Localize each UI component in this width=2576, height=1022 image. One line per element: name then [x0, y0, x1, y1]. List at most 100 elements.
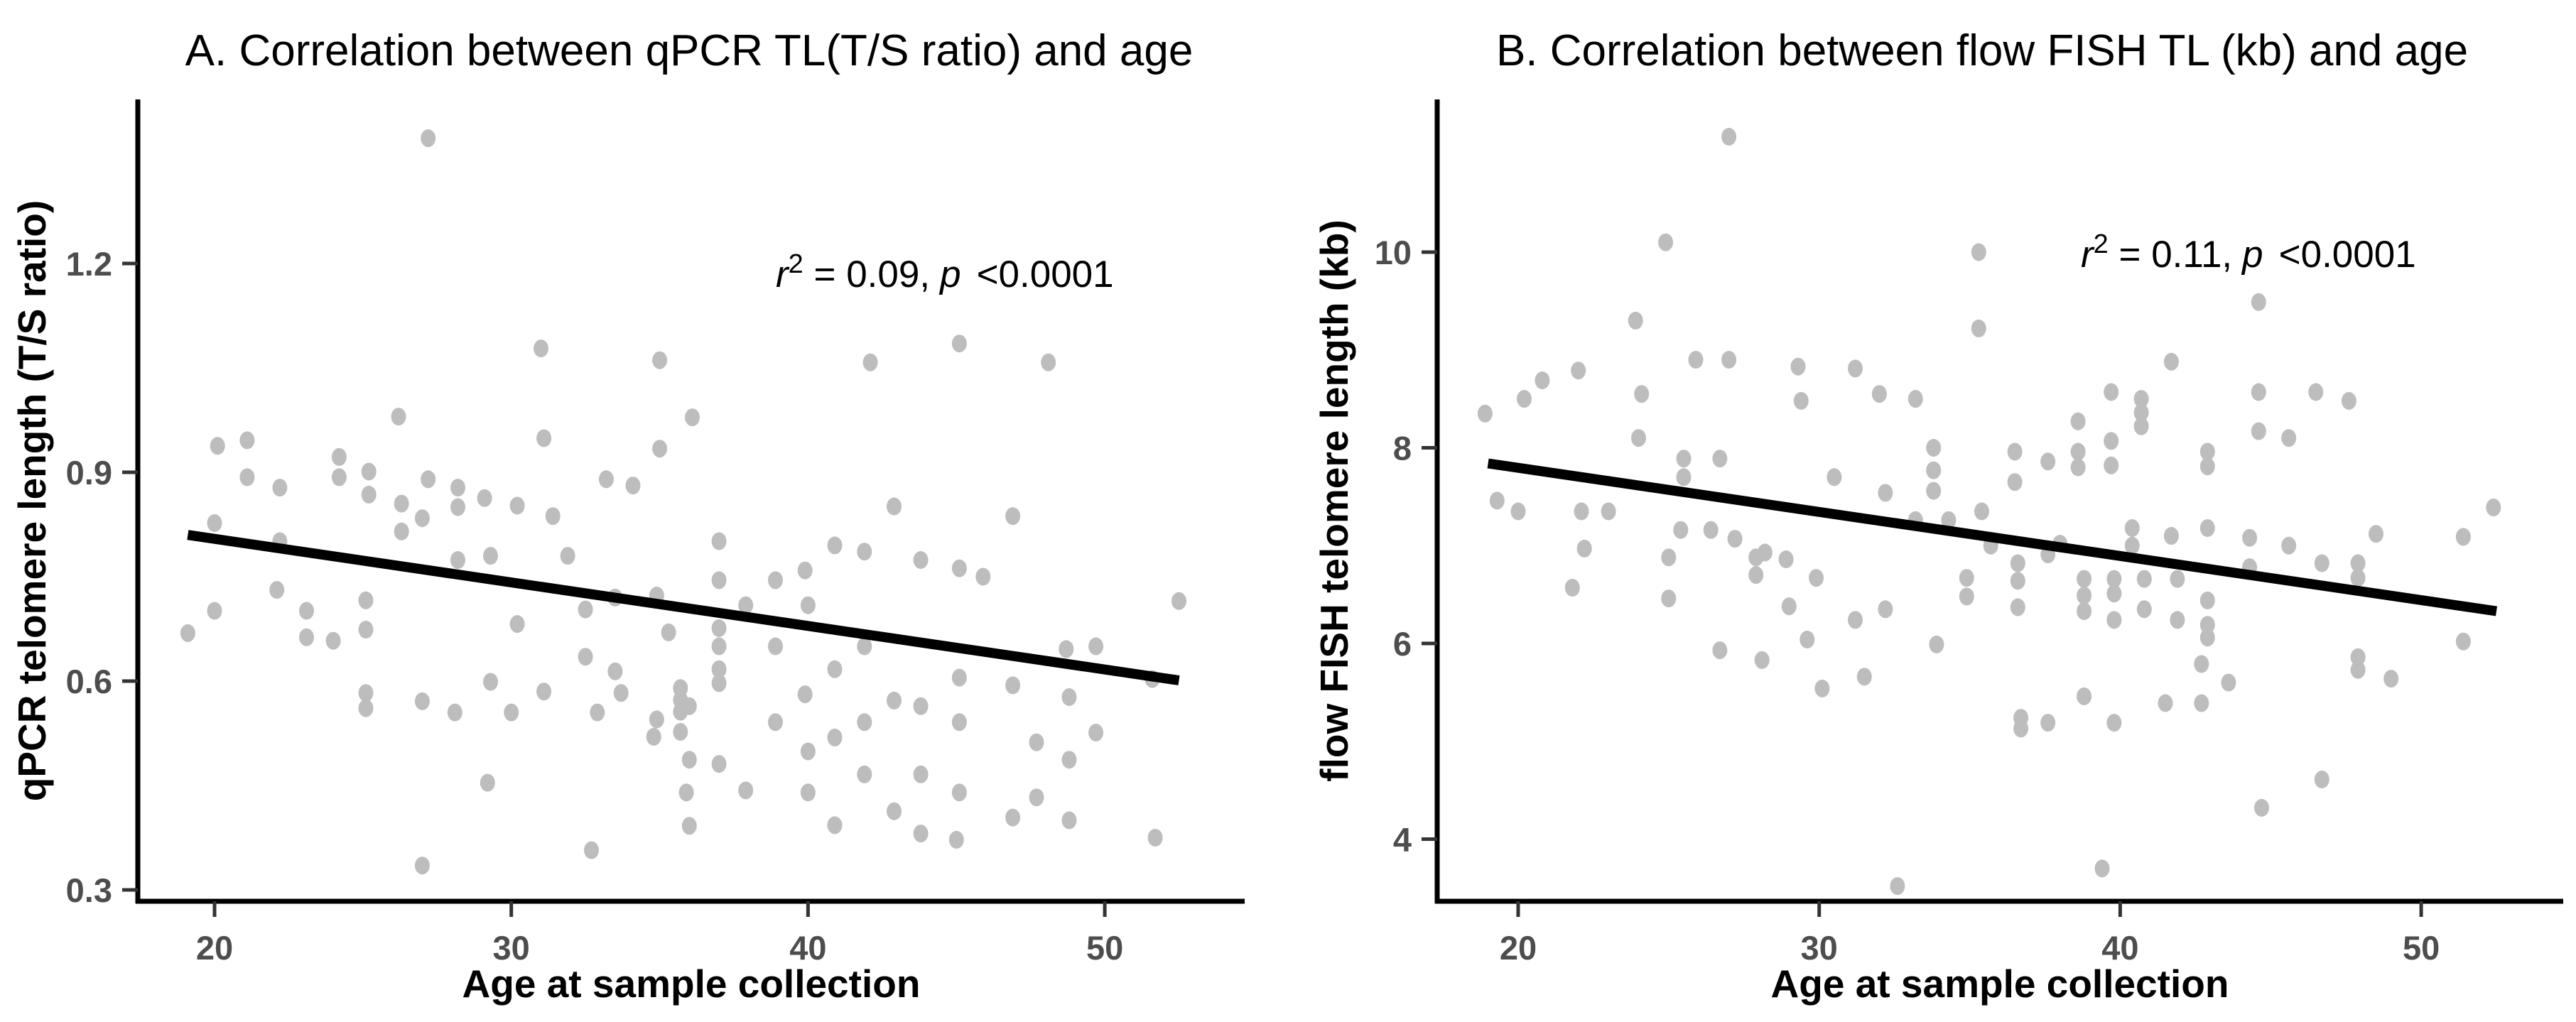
data-point	[1088, 637, 1104, 656]
data-point	[2133, 417, 2149, 435]
scatter-points	[1477, 128, 2501, 896]
data-point	[450, 479, 465, 497]
y-tick-label: 1.2	[66, 245, 112, 283]
data-point	[534, 339, 548, 358]
data-point	[649, 710, 664, 729]
panel-b-ylabel: flow FISH telomere length (kb)	[1312, 219, 1356, 781]
data-point	[2094, 859, 2110, 878]
data-point	[711, 637, 727, 656]
data-point	[646, 727, 661, 746]
data-point	[2010, 554, 2025, 572]
regression-line	[187, 530, 1180, 685]
data-point	[1574, 502, 1589, 521]
x-ticks: 20 30 40 50	[196, 901, 1123, 967]
data-point	[1061, 811, 1077, 830]
data-point	[800, 783, 816, 802]
data-point	[681, 697, 697, 715]
data-point	[2199, 629, 2215, 647]
panel-a-xlabel: Age at sample collection	[462, 962, 921, 1006]
data-point	[738, 781, 754, 800]
data-point	[951, 713, 967, 732]
data-point	[887, 691, 902, 710]
data-point	[1748, 548, 1764, 567]
data-point	[1517, 390, 1532, 408]
data-point	[1971, 243, 1986, 261]
data-point	[1688, 351, 1704, 369]
data-point	[685, 408, 700, 427]
data-point	[414, 692, 430, 710]
data-point	[2194, 694, 2209, 712]
data-point	[2455, 632, 2471, 651]
data-point	[711, 532, 727, 550]
data-point	[1661, 548, 1677, 567]
data-point	[2486, 499, 2501, 516]
data-point	[1941, 511, 1957, 529]
data-point	[2170, 611, 2185, 629]
data-point	[613, 684, 629, 702]
y-tick-label: 6	[1393, 625, 1412, 663]
data-point	[1971, 319, 1986, 337]
data-point	[180, 624, 195, 642]
data-point	[1631, 429, 1646, 447]
data-point	[711, 619, 727, 637]
data-point	[2070, 442, 2086, 461]
data-point	[1059, 640, 1074, 658]
data-point	[913, 825, 929, 843]
data-point	[1712, 450, 1728, 468]
data-point	[414, 509, 430, 528]
data-point	[483, 547, 498, 565]
data-point	[545, 507, 561, 526]
regression-line	[1487, 458, 2498, 616]
data-point	[2124, 519, 2140, 537]
axis-lines	[1434, 99, 2563, 904]
data-point	[1848, 359, 1863, 378]
data-point	[2199, 519, 2215, 537]
x-tick-label: 40	[2101, 929, 2138, 967]
data-point	[711, 755, 727, 773]
data-point	[1634, 385, 1650, 403]
data-point	[2106, 611, 2122, 629]
data-point	[975, 567, 991, 586]
x-tick-label: 30	[493, 929, 530, 967]
data-point	[2199, 442, 2215, 461]
data-point	[661, 623, 676, 641]
data-point	[299, 602, 314, 620]
data-point	[331, 447, 347, 466]
x-ticks: 20 30 40 50	[1500, 901, 2440, 967]
data-point	[1926, 482, 1942, 500]
x-tick-label: 50	[1086, 929, 1123, 967]
data-point	[827, 816, 843, 835]
y-ticks: 4 6 8 10	[1375, 234, 1437, 859]
data-point	[1959, 587, 1974, 606]
data-point	[1814, 679, 1830, 697]
data-point	[1793, 391, 1809, 410]
data-point	[2104, 432, 2119, 450]
data-point	[711, 660, 727, 678]
data-point	[681, 751, 697, 769]
data-point	[1890, 877, 1905, 896]
data-point	[2199, 457, 2215, 476]
data-point	[2104, 383, 2119, 401]
data-point	[1959, 569, 1974, 587]
data-point	[1029, 733, 1044, 751]
x-tick-label: 20	[1500, 929, 1537, 967]
data-point	[2106, 570, 2122, 588]
data-point	[358, 699, 374, 717]
data-point	[2350, 554, 2366, 572]
data-point	[948, 830, 964, 849]
data-point	[1721, 128, 1737, 146]
data-point	[2281, 536, 2297, 555]
data-point	[2106, 585, 2122, 603]
panel-a-annotation: r2 = 0.09, p <0.0001	[776, 249, 1114, 295]
data-point	[887, 497, 902, 516]
data-point	[2199, 616, 2215, 634]
data-point	[1041, 353, 1056, 371]
data-point	[2013, 719, 2029, 738]
data-point	[2106, 714, 2122, 732]
panel-a-title: A. Correlation between qPCR TL(T/S ratio…	[185, 26, 1194, 75]
data-point	[560, 547, 575, 565]
data-point	[509, 496, 525, 515]
data-point	[607, 662, 623, 680]
data-point	[1005, 676, 1021, 695]
data-point	[2010, 572, 2025, 590]
